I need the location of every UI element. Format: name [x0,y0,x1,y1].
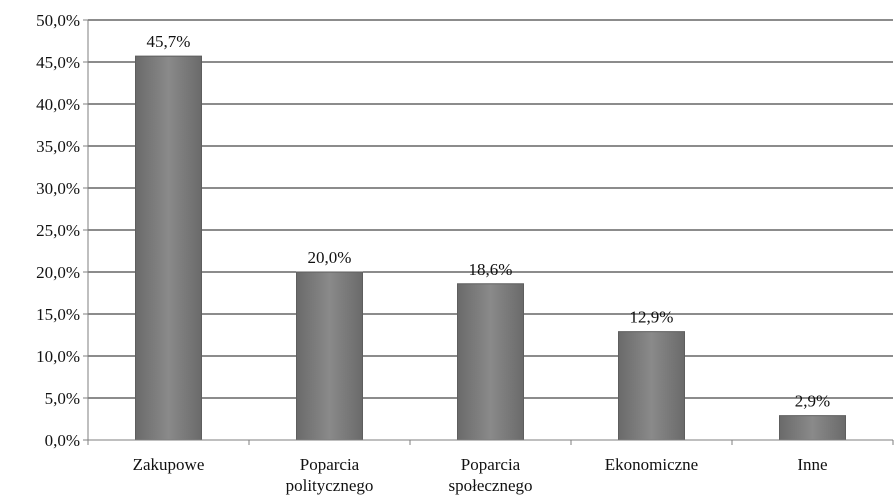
category-label: Zakupowe [133,455,205,474]
y-tick-label: 50,0% [36,11,80,30]
bars [135,55,846,441]
y-tick-label: 15,0% [36,305,80,324]
data-labels: 45,7% 20,0% 18,6% 12,9% 2,9% [147,32,831,411]
data-label: 2,9% [795,392,830,411]
gridlines [88,19,893,399]
data-label: 18,6% [469,260,513,279]
category-label: Poparcia społecznego [448,455,532,495]
y-tick-label: 25,0% [36,221,80,240]
y-tick-label: 20,0% [36,263,80,282]
data-label: 20,0% [308,248,352,267]
category-label: Poparcia politycznego [286,455,374,495]
bar [779,415,846,441]
y-tick-label: 10,0% [36,347,80,366]
bar [457,283,524,441]
category-labels: Zakupowe Poparcia politycznego Poparcia społ… [133,455,828,495]
x-axis [87,20,894,445]
y-tick-label: 0,0% [45,431,80,450]
bar [135,55,202,441]
bar [618,331,685,441]
data-label: 45,7% [147,32,191,51]
category-label: Inne [797,455,827,474]
y-tick-label: 45,0% [36,53,80,72]
y-tick-label: 30,0% [36,179,80,198]
y-tick-label: 40,0% [36,95,80,114]
category-label: Ekonomiczne [605,455,698,474]
data-label: 12,9% [630,308,674,327]
y-tick-label: 35,0% [36,137,80,156]
bar [296,271,363,441]
y-axis-ticks: 0,0% 5,0% 10,0% 15,0% 20,0% 25,0% 30,0% 35,0% 40… [36,11,88,450]
y-tick-label: 5,0% [45,389,80,408]
